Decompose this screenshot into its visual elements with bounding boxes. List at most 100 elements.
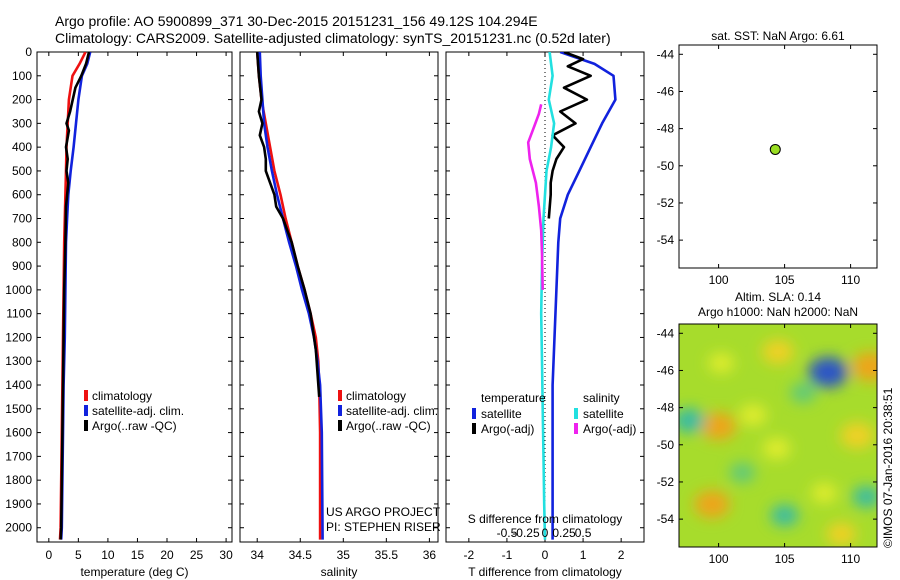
series-line-2 bbox=[539, 52, 556, 540]
series-line-1 bbox=[258, 52, 324, 540]
location-ytick-label: -48 bbox=[657, 122, 675, 136]
difference-legend-swatch bbox=[574, 408, 578, 419]
depth-tick-label: 1700 bbox=[5, 449, 32, 463]
location-ytick-label: -44 bbox=[657, 47, 675, 61]
salinity-legend-swatch bbox=[338, 405, 342, 416]
altimetry-ytick-label: -52 bbox=[657, 475, 675, 489]
series-line-0 bbox=[551, 52, 617, 540]
difference-legend-swatch bbox=[472, 423, 476, 434]
temperature-legend-swatch bbox=[84, 405, 88, 416]
location-xtick-label: 100 bbox=[709, 273, 729, 287]
difference-xtick-label: -2 bbox=[464, 548, 475, 562]
anomaly-blob bbox=[729, 462, 756, 483]
salinity-legend-swatch bbox=[338, 390, 342, 401]
series-line-2 bbox=[59, 52, 91, 540]
legend-title-salinity: salinity bbox=[583, 391, 620, 405]
location-ytick-label: -54 bbox=[657, 233, 675, 247]
altimetry-ytick-label: -44 bbox=[657, 326, 675, 340]
location-map-title: sat. SST: NaN Argo: 6.61 bbox=[711, 29, 845, 43]
series-line-1 bbox=[59, 52, 92, 540]
depth-tick-label: 500 bbox=[12, 164, 32, 178]
depth-tick-label: 900 bbox=[12, 259, 32, 273]
header-line-1: Argo profile: AO 5900899_371 30-Dec-2015… bbox=[55, 13, 538, 29]
anomaly-blob bbox=[808, 357, 848, 388]
depth-tick-label: 700 bbox=[12, 212, 32, 226]
temperature-xtick-label: 30 bbox=[219, 548, 233, 562]
altimetry-axes-frame bbox=[678, 323, 878, 548]
difference-legend-swatch bbox=[472, 408, 476, 419]
temperature-legend-label: climatology bbox=[92, 389, 152, 403]
salinity-diff-tick-label: -0.5 bbox=[497, 526, 518, 540]
temperature-xtick-label: 25 bbox=[190, 548, 204, 562]
altimetry-xtick-label: 100 bbox=[709, 552, 729, 566]
salinity-xtick-label: 35.5 bbox=[375, 548, 399, 562]
depth-tick-label: 1100 bbox=[6, 307, 32, 321]
altimetry-ytick-label: -50 bbox=[657, 438, 675, 452]
depth-tick-label: 800 bbox=[12, 235, 32, 249]
depth-tick-label: 1000 bbox=[5, 283, 32, 297]
difference-xtick-label: 0 bbox=[542, 548, 549, 562]
series-line-0 bbox=[255, 52, 322, 540]
temperature-legend-swatch bbox=[84, 390, 88, 401]
location-axes-frame bbox=[678, 44, 878, 269]
anomaly-blob bbox=[790, 382, 816, 403]
salinity-legend-label: climatology bbox=[346, 389, 406, 403]
anomaly-blob bbox=[679, 408, 706, 433]
temperature-legend-swatch bbox=[84, 420, 88, 431]
depth-tick-label: 1600 bbox=[5, 426, 32, 440]
anomaly-blob bbox=[840, 422, 875, 449]
temperature-xtick-label: 15 bbox=[131, 548, 145, 562]
difference-legend-swatch bbox=[574, 423, 578, 434]
salinity-series-group bbox=[255, 52, 324, 540]
temperature-xlabel: temperature (deg C) bbox=[80, 565, 188, 579]
anomaly-blob bbox=[708, 353, 735, 373]
difference-xtick-label: 2 bbox=[618, 548, 625, 562]
temperature-legend-label: satellite-adj. clim. bbox=[92, 404, 184, 418]
difference-xtick-label: -1 bbox=[502, 548, 513, 562]
legend-title-temperature: temperature bbox=[481, 391, 546, 405]
salinity-legend-label: Argo(..raw -QC) bbox=[346, 419, 431, 433]
depth-tick-label: 1500 bbox=[5, 402, 32, 416]
difference-legend-label: Argo(-adj) bbox=[481, 422, 534, 436]
series-line-3 bbox=[526, 103, 544, 290]
temperature-xtick-label: 20 bbox=[160, 548, 174, 562]
depth-tick-label: 1200 bbox=[5, 330, 32, 344]
altimetry-ytick-label: -46 bbox=[657, 363, 675, 377]
salinity-xtick-label: 34.5 bbox=[289, 548, 313, 562]
altimetry-xtick-label: 110 bbox=[841, 552, 860, 566]
difference-legend-label: Argo(-adj) bbox=[583, 422, 636, 436]
difference-legend-label: satellite bbox=[481, 407, 522, 421]
altimetry-field bbox=[679, 324, 877, 547]
salinity-diff-xlabel: S difference from climatology bbox=[468, 512, 623, 526]
series-line-2 bbox=[255, 52, 321, 397]
location-xtick-label: 105 bbox=[775, 273, 795, 287]
temperature-series-group bbox=[58, 52, 92, 540]
anomaly-blob bbox=[811, 483, 838, 504]
depth-tick-label: 0 bbox=[25, 45, 32, 59]
difference-xtick-label: 1 bbox=[580, 548, 587, 562]
anomaly-blob bbox=[851, 352, 877, 382]
depth-tick-label: 400 bbox=[12, 140, 32, 154]
salinity-diff-tick-label: 0.25 bbox=[552, 526, 576, 540]
depth-tick-label: 1400 bbox=[5, 378, 32, 392]
depth-tick-label: 1300 bbox=[5, 354, 32, 368]
difference-legend-label: satellite bbox=[583, 407, 624, 421]
temperature-legend-label: Argo(..raw -QC) bbox=[92, 419, 177, 433]
temperature-axes-frame bbox=[36, 51, 233, 543]
altimetry-ytick-label: -54 bbox=[657, 512, 675, 526]
location-ytick-label: -52 bbox=[657, 196, 675, 210]
depth-tick-label: 2000 bbox=[5, 521, 32, 535]
salinity-xtick-label: 36 bbox=[423, 548, 437, 562]
anomaly-blob bbox=[826, 522, 857, 546]
anomaly-blob bbox=[739, 404, 767, 426]
difference-xlabel: T difference from climatology bbox=[468, 565, 622, 579]
depth-tick-label: 600 bbox=[12, 188, 32, 202]
location-xtick-label: 110 bbox=[841, 273, 860, 287]
anomaly-blob bbox=[852, 486, 877, 508]
temperature-xtick-label: 10 bbox=[101, 548, 115, 562]
profile-location-marker bbox=[769, 143, 781, 155]
anomaly-blob bbox=[770, 504, 799, 527]
location-ytick-label: -46 bbox=[657, 84, 675, 98]
salinity-xtick-label: 34 bbox=[251, 548, 265, 562]
